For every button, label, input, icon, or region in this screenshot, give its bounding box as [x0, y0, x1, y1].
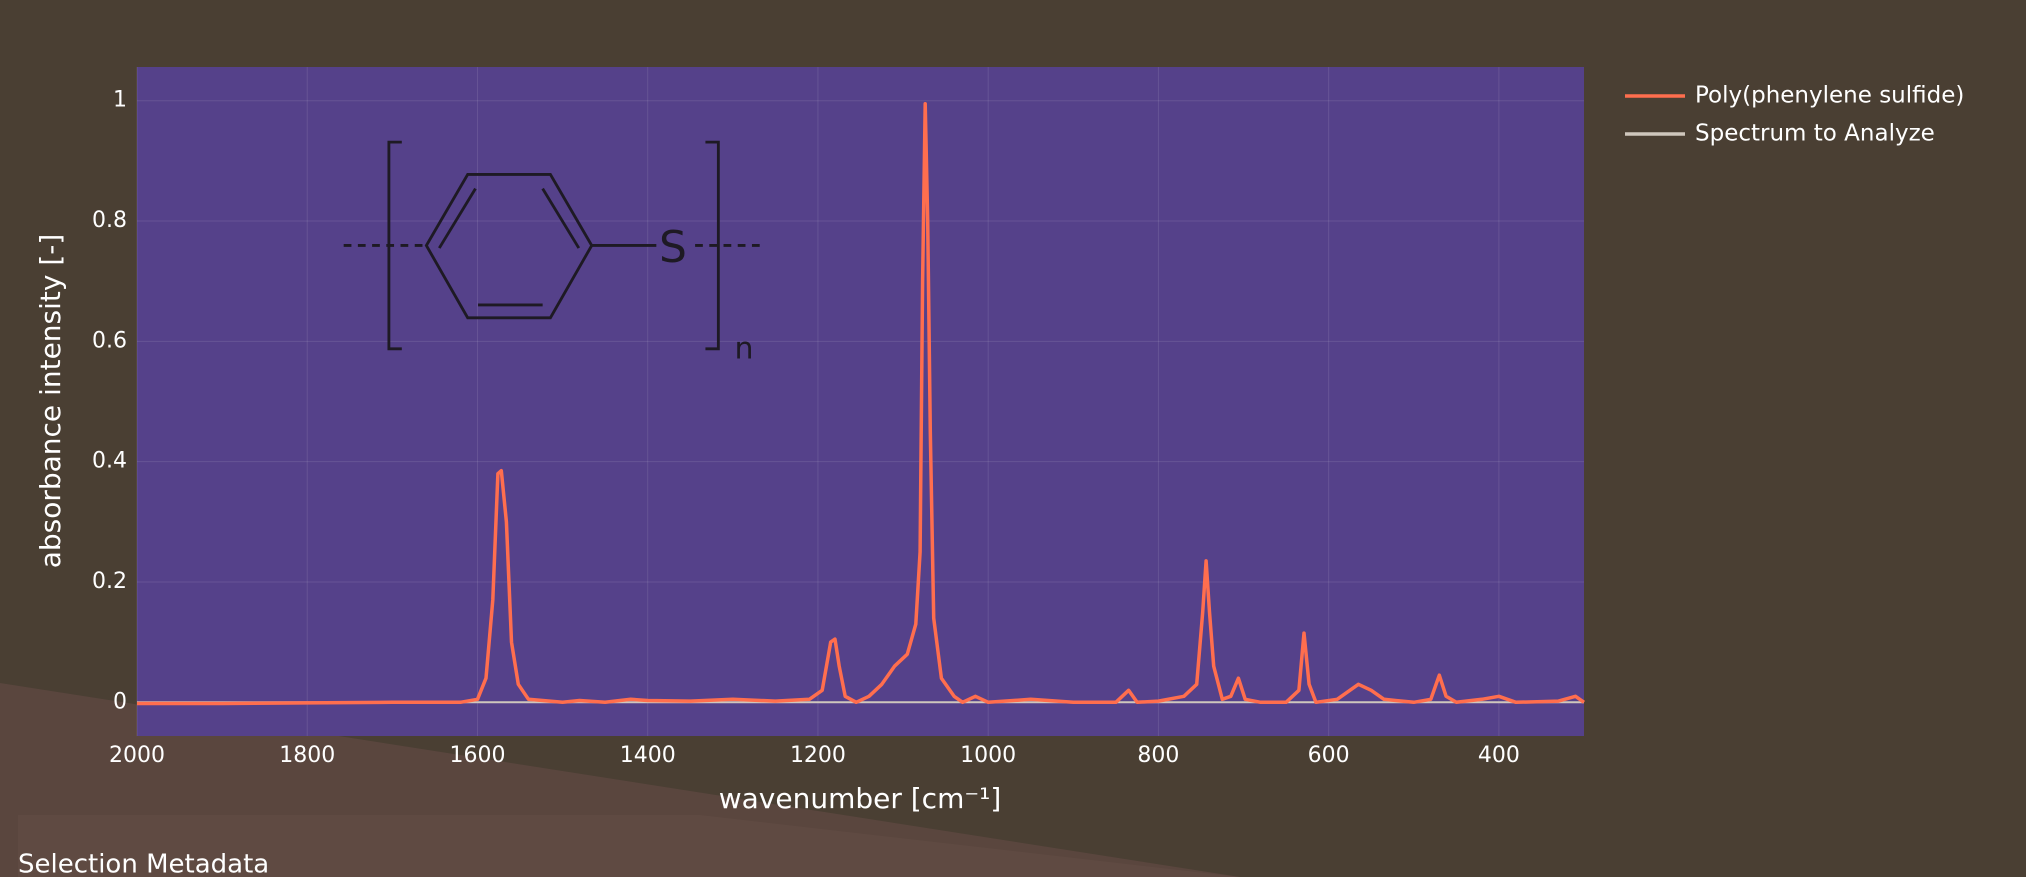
x-tick-label: 600: [1308, 743, 1350, 768]
x-tick-label: 2000: [109, 743, 165, 768]
series-line: [137, 101, 1586, 706]
x-axis-title: wavenumber [cm⁻¹]: [719, 782, 1002, 815]
x-tick-label: 800: [1137, 743, 1179, 768]
y-tick-label: 0.6: [92, 328, 127, 353]
y-tick-label: 0: [113, 689, 127, 714]
y-axis-title: absorbance intensity [-]: [34, 234, 67, 569]
repeat-label: n: [734, 332, 753, 367]
atom-label: S: [659, 222, 687, 273]
x-tick-label: 1200: [790, 743, 846, 768]
x-tick-label: 1600: [449, 743, 505, 768]
x-tick-label: 1400: [620, 743, 676, 768]
background-shape: [18, 815, 1240, 877]
x-tick-label: 1800: [279, 743, 335, 768]
grid: [136, 67, 1584, 736]
legend-label: Spectrum to Analyze: [1695, 121, 1935, 147]
y-tick-label: 0.4: [92, 449, 127, 474]
section-heading: Selection Metadata: [18, 850, 269, 877]
y-tick-label: 0.2: [92, 569, 127, 594]
plot-area: [137, 67, 1584, 736]
x-tick-label: 400: [1478, 743, 1520, 768]
legend-label: Poly(phenylene sulfide): [1695, 83, 1964, 109]
y-tick-label: 1: [113, 88, 127, 113]
x-tick-label: 1000: [960, 743, 1016, 768]
structure: [343, 140, 760, 351]
y-tick-label: 0.8: [92, 208, 127, 233]
